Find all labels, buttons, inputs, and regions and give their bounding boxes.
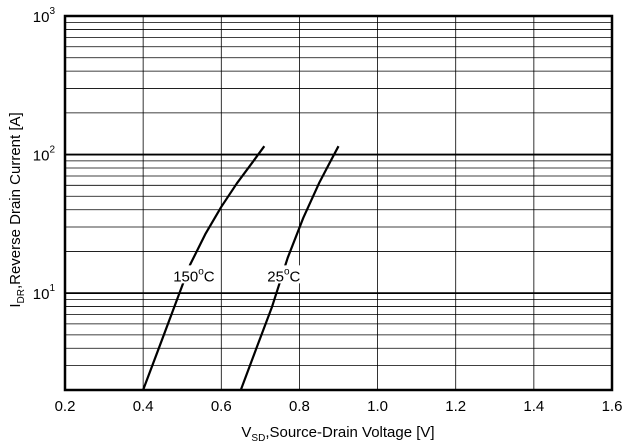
y-tick-label: 101: [33, 283, 56, 303]
x-axis-ticks: 0.2 0.4 0.6 0.8 1.0 1.2 1.4 1.6: [55, 398, 623, 415]
x-tick-label: 1.4: [523, 398, 544, 415]
series-label-background: [168, 265, 219, 284]
x-tick-label: 1.2: [445, 398, 466, 415]
series-label: 25oC: [267, 266, 300, 285]
series-line: [142, 145, 266, 391]
x-tick-label: 0.6: [211, 398, 232, 415]
y-tick-label: 102: [33, 145, 56, 165]
y-tick-label: 103: [33, 6, 56, 26]
plot-frame: [63, 14, 614, 392]
y-axis-ticks: 101 102 103: [33, 6, 56, 303]
series-lines: [142, 145, 340, 391]
series-label: 150oC: [173, 266, 215, 285]
x-tick-label: 1.0: [367, 398, 388, 415]
series-labels: 150oC 25oC: [168, 265, 309, 285]
minor-grid: [64, 16, 613, 391]
x-tick-label: 0.4: [133, 398, 154, 415]
major-grid: [65, 153, 612, 295]
x-tick-label: 1.6: [602, 398, 623, 415]
x-tick-label: 0.2: [55, 398, 76, 415]
series-line: [239, 145, 340, 391]
x-tick-label: 0.8: [289, 398, 310, 415]
x-axis-title: VSD,Source-Drain Voltage [V]: [241, 424, 434, 443]
y-axis-title: IDR,Reverse Drain Current [A]: [7, 112, 27, 307]
series-label-background: [258, 265, 309, 284]
